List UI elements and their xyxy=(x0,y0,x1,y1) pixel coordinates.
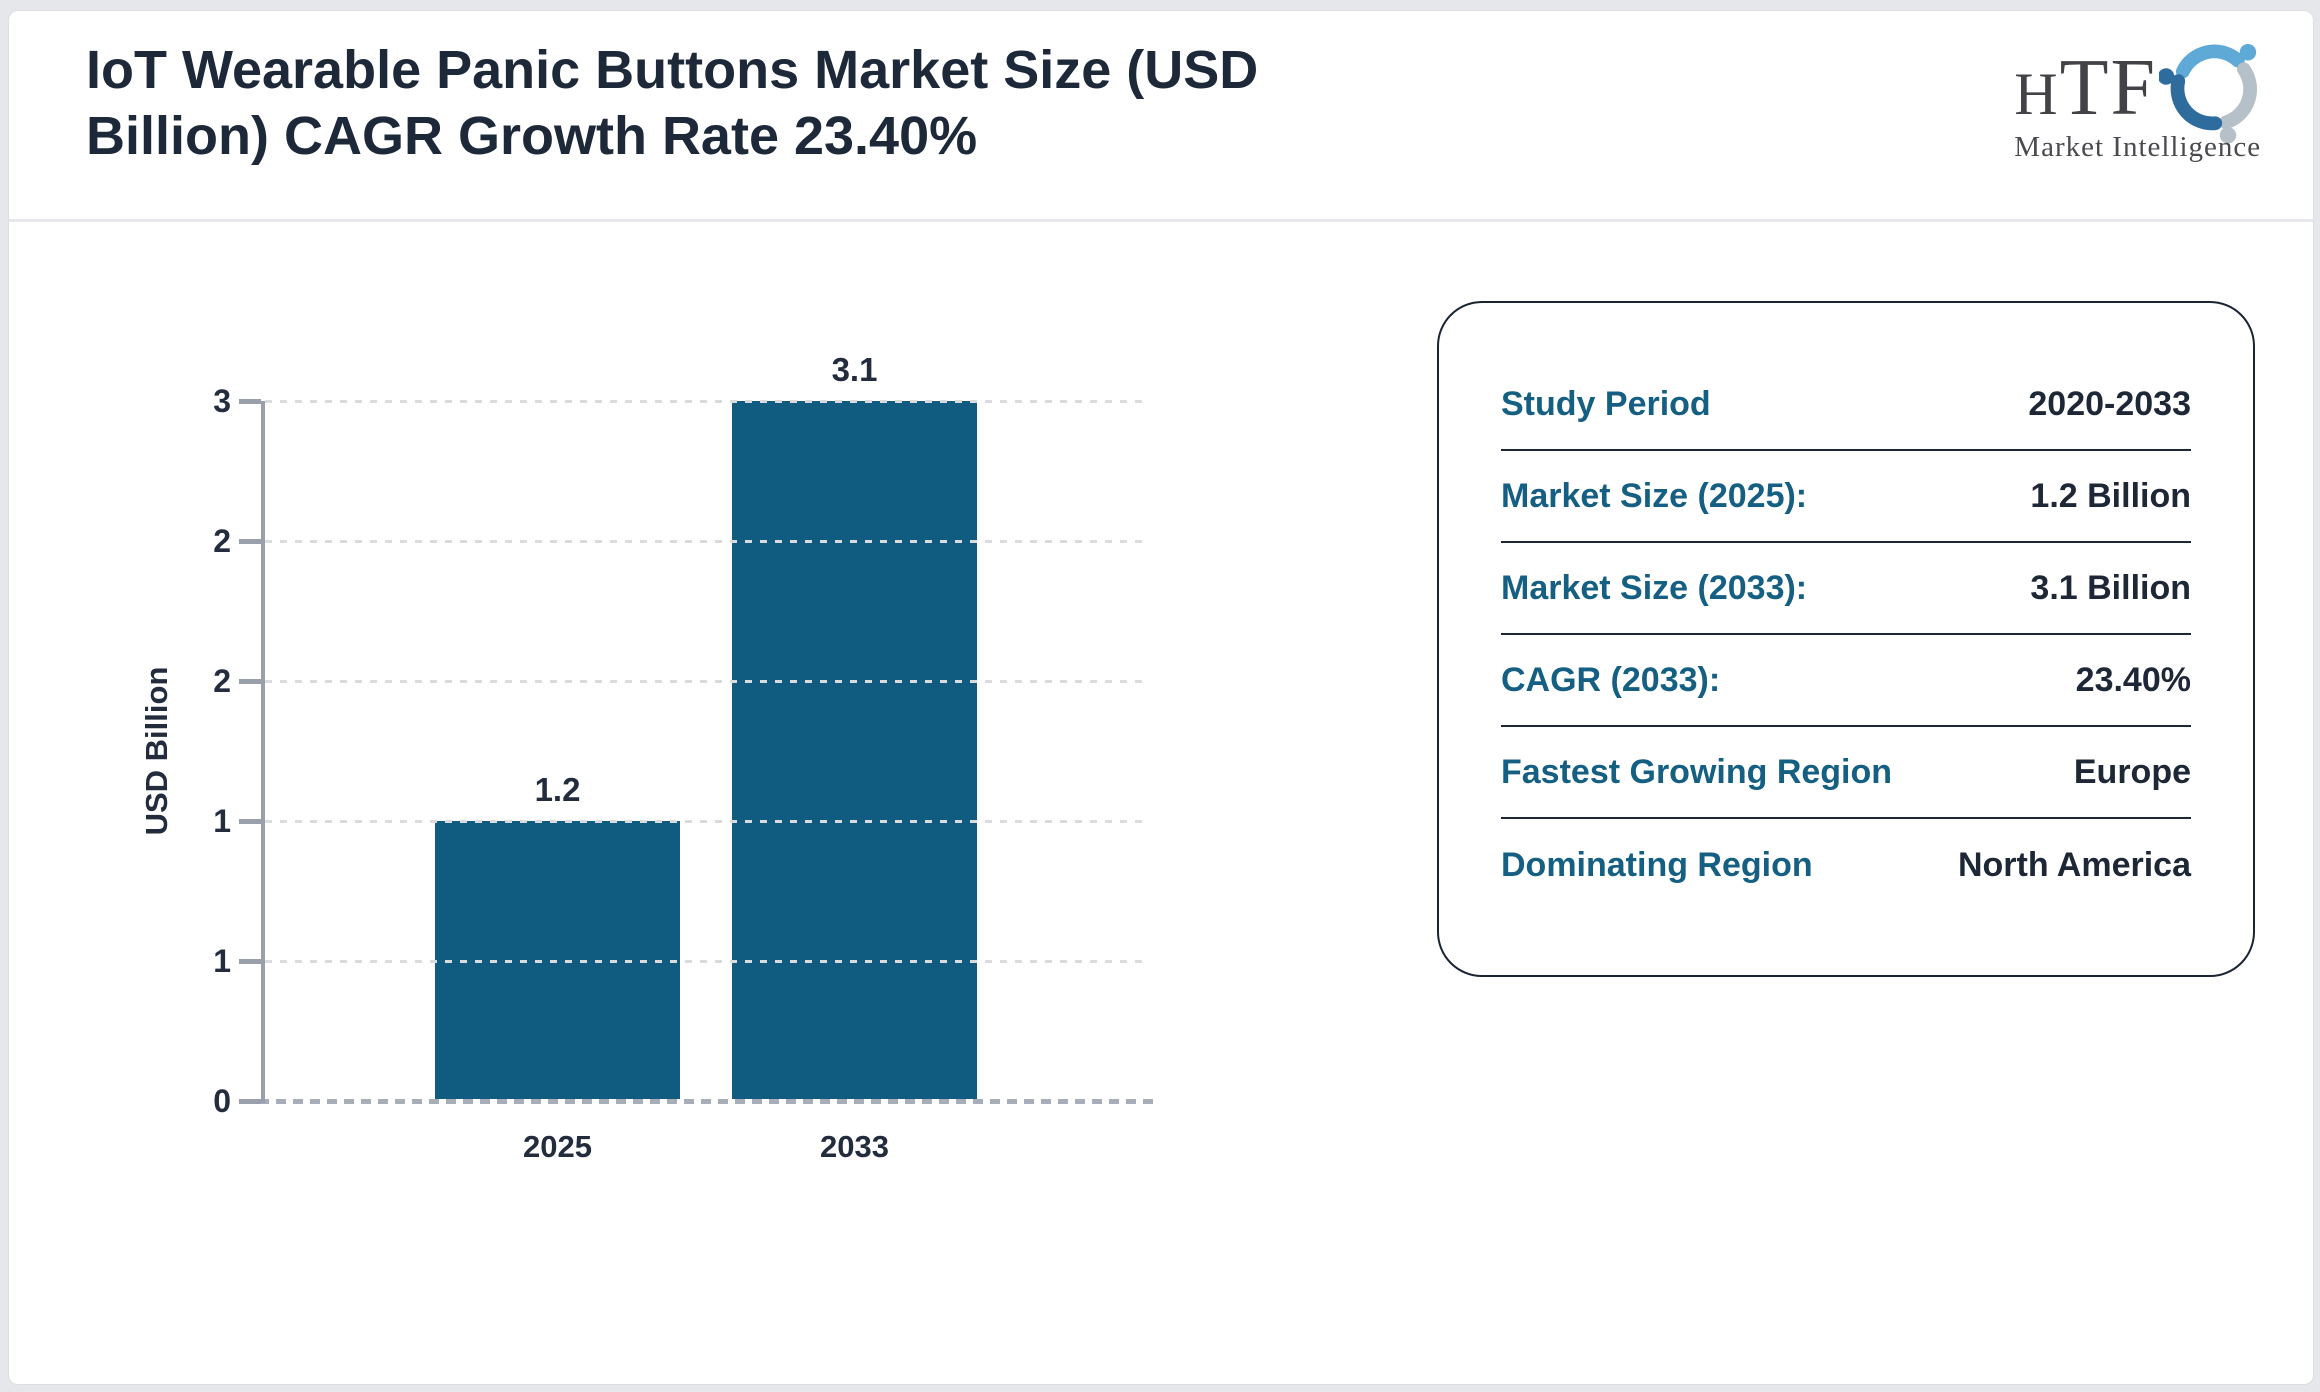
info-row: Fastest Growing Region Europe xyxy=(1501,727,2191,819)
header-divider xyxy=(9,219,2313,222)
gridline xyxy=(265,960,1149,963)
bar-value-label-2025: 1.2 xyxy=(534,771,581,808)
y-tick-label: 2 xyxy=(213,663,231,699)
htf-logo-letter-h: H xyxy=(2014,61,2060,127)
y-tick-label: 3 xyxy=(213,383,231,419)
info-row-value: 1.2 Billion xyxy=(2030,476,2191,515)
y-tick-mark xyxy=(239,819,261,824)
bar-chart: USD Billion 3 2 2 1 1 0 1.2 2025 3.1 2033 xyxy=(9,11,1209,1386)
info-row-label: Market Size (2025): xyxy=(1501,476,1808,515)
info-row-label: Study Period xyxy=(1501,384,1711,423)
y-tick-mark xyxy=(239,679,261,684)
htf-logo-tagline: Market Intelligence xyxy=(2014,131,2262,163)
htf-swirl-people-icon xyxy=(2159,44,2257,143)
info-row-value: 23.40% xyxy=(2075,660,2191,699)
info-row-label: Market Size (2033): xyxy=(1501,568,1808,607)
bar-2033 xyxy=(732,401,977,1101)
info-row-value: 2020-2033 xyxy=(2028,384,2191,423)
htf-logo: HTF Market Intelligence xyxy=(2014,33,2269,164)
page-title-line1: IoT Wearable Panic Buttons Market Size (… xyxy=(86,40,1259,100)
y-tick-mark xyxy=(239,539,261,544)
report-card: IoT Wearable Panic Buttons Market Size (… xyxy=(8,10,2314,1385)
gridline xyxy=(265,680,1149,683)
y-tick-label: 2 xyxy=(213,523,231,559)
y-axis-line xyxy=(261,401,265,1103)
x-tick-label-2025: 2025 xyxy=(523,1129,592,1164)
info-row-value: North America xyxy=(1957,845,2191,884)
htf-logo-text: HTF xyxy=(2014,48,2157,128)
info-row: Dominating Region North America xyxy=(1501,819,2191,911)
y-tick-label: 0 xyxy=(213,1083,231,1119)
gridline xyxy=(265,400,1149,403)
x-axis-baseline xyxy=(259,1099,1153,1104)
info-row: Market Size (2033): 3.1 Billion xyxy=(1501,543,2191,635)
info-row: CAGR (2033): 23.40% xyxy=(1501,635,2191,727)
y-tick-mark xyxy=(239,1099,261,1104)
info-row-value: Europe xyxy=(2073,752,2191,791)
info-row-label: CAGR (2033): xyxy=(1501,660,1721,699)
y-tick-label: 1 xyxy=(213,803,231,839)
page-title: IoT Wearable Panic Buttons Market Size (… xyxy=(86,37,1258,169)
page-title-line2: Billion) CAGR Growth Rate 23.40% xyxy=(86,106,978,166)
info-panel: Study Period 2020-2033 Market Size (2025):… xyxy=(1437,301,2255,977)
gridline xyxy=(265,820,1149,823)
info-row-value: 3.1 Billion xyxy=(2030,568,2191,607)
info-row: Market Size (2025): 1.2 Billion xyxy=(1501,451,2191,543)
htf-logo-letters-tf: TF xyxy=(2059,44,2157,132)
y-tick-mark xyxy=(239,399,261,404)
info-row: Study Period 2020-2033 xyxy=(1501,359,2191,451)
info-row-label: Dominating Region xyxy=(1501,845,1813,884)
gridline xyxy=(265,540,1149,543)
info-row-label: Fastest Growing Region xyxy=(1501,752,1893,791)
y-tick-mark xyxy=(239,959,261,964)
y-tick-label: 1 xyxy=(213,943,231,979)
bar-value-label-2033: 3.1 xyxy=(831,351,878,388)
x-tick-label-2033: 2033 xyxy=(820,1129,889,1164)
